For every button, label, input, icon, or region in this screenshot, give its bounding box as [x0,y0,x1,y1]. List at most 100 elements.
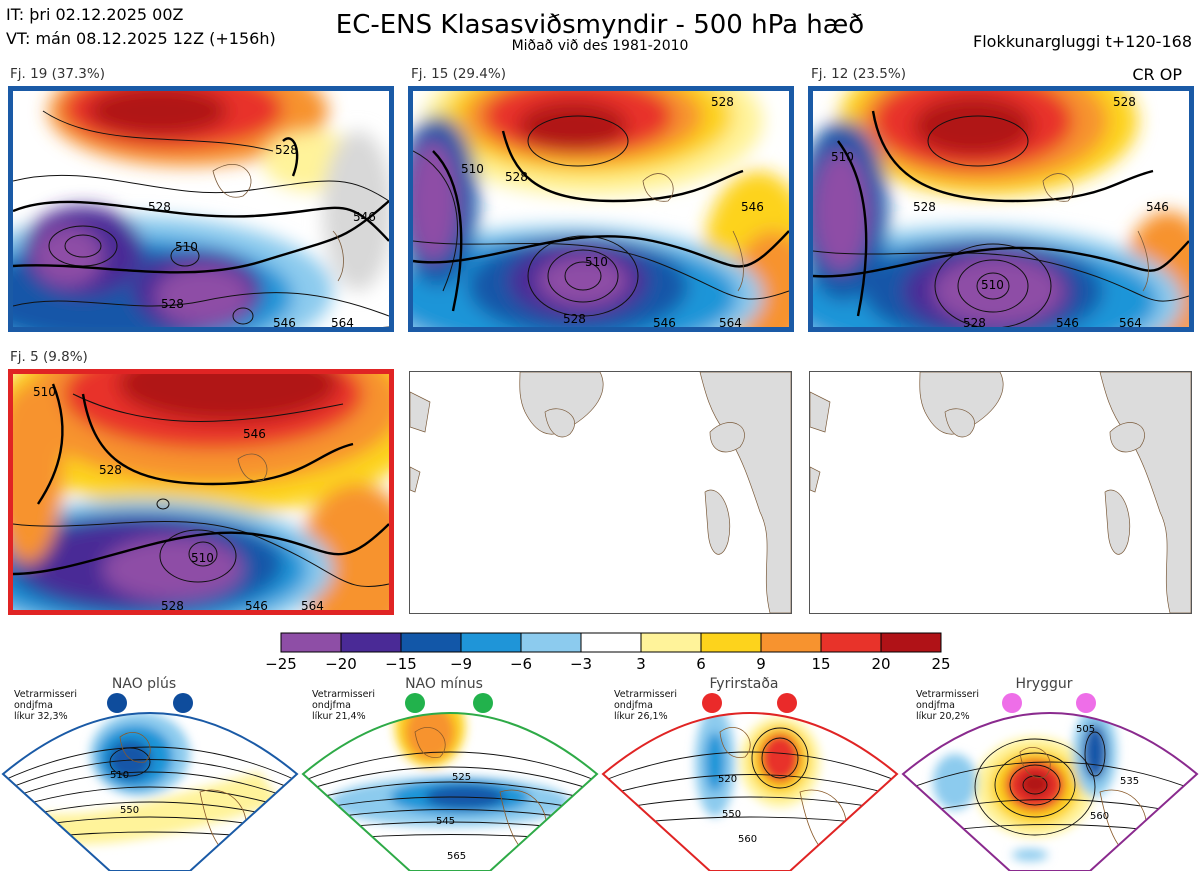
empty-map-6 [809,371,1192,614]
regime-dot [405,693,425,713]
anomaly-colorbar [280,632,942,653]
regime-dot [702,693,722,713]
contour-label: 510 [175,240,198,254]
cluster-2-label: Fj. 15 (29.4%) [411,66,506,82]
colorbar-segment [820,632,882,653]
contour-label: 510 [461,162,484,176]
cluster-map-4[interactable]: 510 528 546 510 528 546 564 [8,369,394,615]
contour-label: 546 [273,316,296,327]
contour-label: 564 [301,599,324,610]
cluster-map-2[interactable]: 510 528 510 528 546 564 546 528 [408,86,794,332]
colorbar-segment [280,632,342,653]
contour-label: 510 [831,150,854,164]
contour-label: 505 [1076,724,1095,735]
regime-outline [601,712,899,871]
regime-note-hryggur: Vetrarmisseri ondjfma líkur 20,2% [916,689,979,722]
colorbar-tick-label: −6 [509,655,533,673]
regime-name-nao-minus: NAO mínus [405,676,483,692]
colorbar-tick-label: −25 [265,655,297,673]
contour-label: 520 [718,774,737,785]
colorbar-segment [580,632,642,653]
regime-outline [901,712,1199,871]
colorbar-tick-label: 25 [931,655,951,673]
colorbar-segment [520,632,582,653]
colorbar-tick-label: −3 [569,655,593,673]
regime-panel-nao-plus: 510 550 [0,672,300,871]
contour-label: 528 [505,170,528,184]
contour-label: 528 [563,312,586,326]
contour-label: 564 [331,316,354,327]
contour-label: 550 [120,805,139,816]
colorbar-segment [880,632,942,653]
contour-label: 528 [711,95,734,109]
contour-label: 510 [33,385,56,399]
contour-label: 560 [1090,811,1109,822]
regime-dot [173,693,193,713]
classification-window: Flokkunargluggi t+120-168 [973,32,1192,51]
page-title: EC-ENS Klasasviðsmyndir - 500 hPa hæð [335,10,865,40]
contour-label: 560 [738,834,757,845]
contour-label: 528 [913,200,936,214]
contour-label: 564 [1119,316,1142,327]
regime-note-nao-plus: Vetrarmisseri ondjfma líkur 32,3% [14,689,77,722]
contour-label: 528 [1113,95,1136,109]
regime-name-fyrirstada: Fyrirstaða [709,676,779,692]
contour-label: 510 [981,278,1004,292]
cluster-map-1[interactable]: 528 510 528 546 528 546 564 [8,86,394,332]
contour-label: 546 [741,200,764,214]
regime-dot [777,693,797,713]
regime-outline [1,712,299,871]
regime-panel-nao-minus: 525 545 565 [300,672,600,871]
contour-label: 546 [1146,200,1169,214]
contour-label: 510 [191,551,214,565]
colorbar-segment [700,632,762,653]
op-label: CR OP [1132,65,1182,84]
colorbar-tick-label: −9 [449,655,473,673]
regime-note-fyrirstada: Vetrarmisseri ondjfma líkur 26,1% [614,689,677,722]
contour-label: 565 [447,851,466,862]
contour-label: 528 [161,297,184,311]
regime-dot [107,693,127,713]
empty-map-5 [409,371,792,614]
contour-label: 545 [436,816,455,827]
regime-name-nao-plus: NAO plús [111,676,177,692]
contour-label: 528 [148,200,171,214]
contour-label: 525 [452,772,471,783]
regime-note-nao-minus: Vetrarmisseri ondjfma líkur 21,4% [312,689,375,722]
contour-label: 528 [963,316,986,327]
colorbar-tick-label: 3 [636,655,646,673]
cluster-map-3[interactable]: 510 528 510 528 546 564 546 528 [808,86,1194,332]
colorbar-segment [400,632,462,653]
contour-label: 528 [275,143,298,157]
contour-label: 546 [653,316,676,327]
contour-label: 535 [1120,776,1139,787]
regime-panel-hryggur: 505 535 560 [900,672,1200,871]
regime-panel-fyrirstada: 520 550 560 [600,672,900,871]
colorbar-segment [340,632,402,653]
regime-outline [301,712,599,871]
contour-label: 528 [99,463,122,477]
contour-label: 546 [245,599,268,610]
colorbar-segment [760,632,822,653]
valid-time: VT: mán 08.12.2025 12Z (+156h) [6,29,276,48]
colorbar-segment [460,632,522,653]
contour-label: 546 [1056,316,1079,327]
contour-label: 564 [719,316,742,327]
colorbar-tick-label: −15 [385,655,417,673]
colorbar-tick-label: −20 [325,655,357,673]
contour-label: 546 [243,427,266,441]
contour-label: 510 [585,255,608,269]
page-subtitle: Miðað við des 1981-2010 [511,38,689,54]
contour-label: 528 [161,599,184,610]
colorbar-tick-label: 20 [871,655,891,673]
regime-dot [1002,693,1022,713]
cluster-3-label: Fj. 12 (23.5%) [811,66,906,82]
init-time: IT: þri 02.12.2025 00Z [6,5,184,24]
contour-label: 510 [110,770,129,781]
regime-dot [1076,693,1096,713]
cluster-4-label: Fj. 5 (9.8%) [10,349,88,365]
contour-label: 550 [722,809,741,820]
regime-dot [473,693,493,713]
colorbar-tick-label: 9 [756,655,766,673]
colorbar-tick-label: 6 [696,655,706,673]
